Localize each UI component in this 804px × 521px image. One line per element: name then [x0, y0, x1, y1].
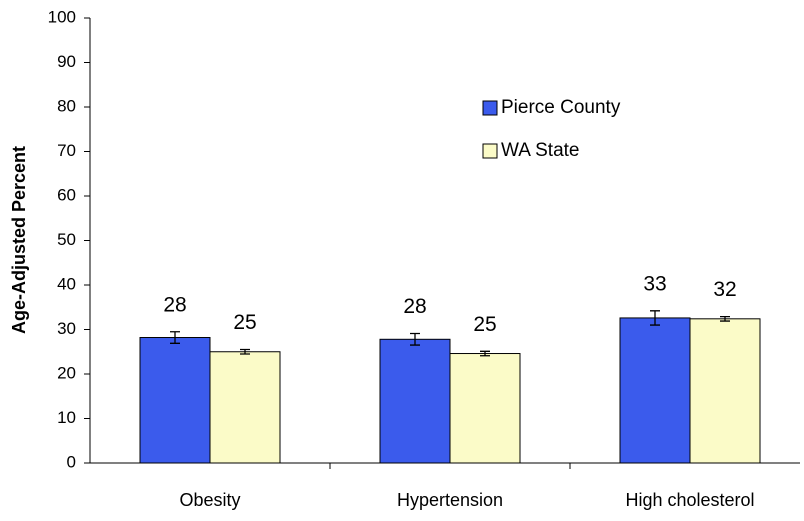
- y-tick-label: 80: [57, 96, 76, 115]
- x-tick-label: Obesity: [179, 490, 240, 510]
- y-tick-label: 90: [57, 52, 76, 71]
- legend-label: Pierce County: [501, 97, 621, 118]
- error-bar: [480, 350, 490, 357]
- data-label: 33: [643, 272, 666, 295]
- y-tick-label: 10: [57, 408, 76, 427]
- y-axis-label: Age-Adjusted Percent: [9, 146, 29, 334]
- error-bar: [170, 331, 180, 344]
- bar: [689, 318, 761, 464]
- data-label: 25: [233, 311, 256, 334]
- y-tick-label: 0: [67, 452, 76, 471]
- x-tick-label: Hypertension: [397, 490, 503, 510]
- data-label: 28: [403, 295, 426, 318]
- data-label: 25: [473, 313, 496, 336]
- bar: [449, 353, 521, 464]
- legend-swatch: [482, 100, 498, 116]
- bar: [139, 337, 211, 464]
- bar: [209, 351, 281, 464]
- error-bar: [410, 332, 420, 346]
- error-bar: [720, 315, 730, 322]
- y-tick-label: 60: [57, 185, 76, 204]
- data-label: 32: [713, 278, 736, 301]
- y-tick-label: 20: [57, 363, 76, 382]
- bar: [619, 317, 691, 464]
- y-tick-label: 70: [57, 141, 76, 160]
- legend-label: WA State: [501, 140, 580, 161]
- y-tick-label: 50: [57, 230, 76, 249]
- x-tick-label: High cholesterol: [625, 490, 754, 510]
- y-tick-label: 40: [57, 274, 76, 293]
- error-bar: [240, 348, 250, 355]
- y-tick-label: 100: [48, 7, 76, 26]
- bar: [379, 338, 451, 464]
- y-tick-label: 30: [57, 319, 76, 338]
- error-bar: [650, 310, 660, 326]
- legend-swatch: [482, 143, 498, 159]
- data-label: 28: [163, 293, 186, 316]
